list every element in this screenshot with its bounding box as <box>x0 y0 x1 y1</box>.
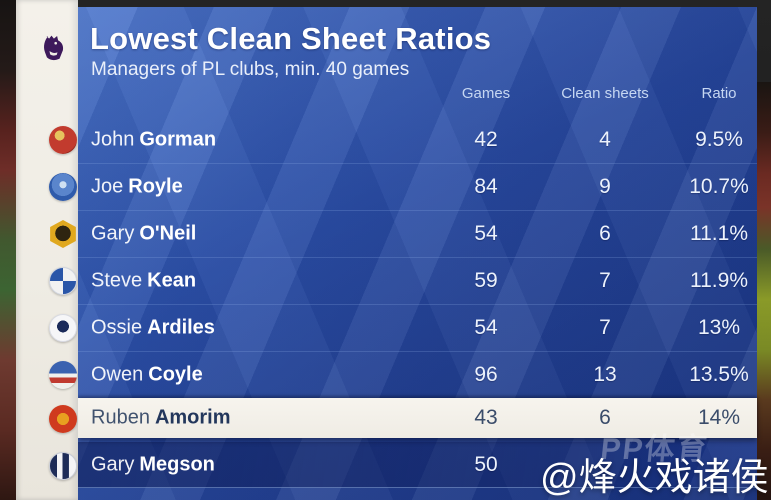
stadium-background-right <box>755 82 771 500</box>
table-row-steve-kean: Steve Kean 59 7 11.9% <box>78 257 757 304</box>
column-header-clean-sheets: Clean sheets <box>561 85 649 102</box>
clean-sheets-value: 6 <box>599 222 611 245</box>
games-value: 84 <box>474 175 498 198</box>
manager-name: Gary Megson <box>91 453 215 475</box>
manager-name: Owen Coyle <box>91 363 203 386</box>
games-value: 43 <box>474 406 498 429</box>
table-row-ruben-amorim-highlighted: Ruben Amorim 43 6 14% <box>78 398 757 438</box>
clean-sheets-value: 13 <box>593 363 617 386</box>
clean-sheets-value: 7 <box>599 269 611 292</box>
page-subtitle: Managers of PL clubs, min. 40 games <box>91 59 410 80</box>
manager-name: Joe Royle <box>91 175 183 198</box>
manchester-united-badge <box>49 405 77 433</box>
ratio-value: 14% <box>697 406 741 429</box>
table-row-gary-oneil: Gary O'Neil 54 6 11.1% <box>78 210 757 257</box>
blackburn-rovers-badge <box>49 267 77 295</box>
tottenham-hotspur-badge <box>49 314 77 342</box>
swindon-town-badge <box>49 126 77 154</box>
wolves-badge <box>50 220 76 248</box>
stadium-background-left <box>0 0 20 500</box>
manager-name: Ruben Amorim <box>91 406 231 429</box>
ratio-value: 10.7% <box>689 175 749 198</box>
column-header-games: Games <box>461 85 511 102</box>
clean-sheets-value: 9 <box>599 175 611 198</box>
ratio-value: 9.5% <box>695 127 743 151</box>
clean-sheets-value: 6 <box>599 406 611 429</box>
manager-name: John Gorman <box>91 128 217 150</box>
stats-table: John Gorman 42 4 9.5% Joe Royle 84 9 10.7%… <box>78 116 757 488</box>
premier-league-lion-icon <box>44 35 64 61</box>
club-badge-strip <box>16 0 78 500</box>
ratio-value: 11.9% <box>690 269 748 292</box>
table-row-john-gorman: John Gorman 42 4 9.5% <box>78 116 757 163</box>
table-row-gary-megson: Gary Megson 50 <box>78 442 757 488</box>
games-value: 54 <box>474 316 498 339</box>
games-value: 50 <box>474 452 498 476</box>
games-value: 59 <box>474 269 498 292</box>
games-value: 54 <box>474 222 498 245</box>
manager-name: Gary O'Neil <box>91 222 197 245</box>
clean-sheets-value: 4 <box>599 127 611 151</box>
table-row-ossie-ardiles: Ossie Ardiles 54 7 13% <box>78 304 757 351</box>
page-title: Lowest Clean Sheet Ratios <box>90 21 492 56</box>
table-row-owen-coyle: Owen Coyle 96 13 13.5% <box>78 351 757 398</box>
ratio-value: 11.1% <box>690 222 748 245</box>
ratio-value: 13.5% <box>689 363 749 386</box>
social-handle-watermark: @烽火戏诸侯 <box>540 457 769 499</box>
west-brom-badge <box>49 452 77 480</box>
games-value: 96 <box>474 363 498 386</box>
bolton-wanderers-badge <box>49 361 77 389</box>
manager-name: Ossie Ardiles <box>91 316 215 339</box>
column-header-ratio: Ratio <box>701 85 737 102</box>
clean-sheets-value: 7 <box>599 316 611 339</box>
oldham-athletic-badge <box>49 173 77 201</box>
ratio-value: 13% <box>697 316 741 339</box>
table-row-joe-royle: Joe Royle 84 9 10.7% <box>78 163 757 210</box>
manager-name: Steve Kean <box>91 269 197 292</box>
games-value: 42 <box>474 127 498 151</box>
